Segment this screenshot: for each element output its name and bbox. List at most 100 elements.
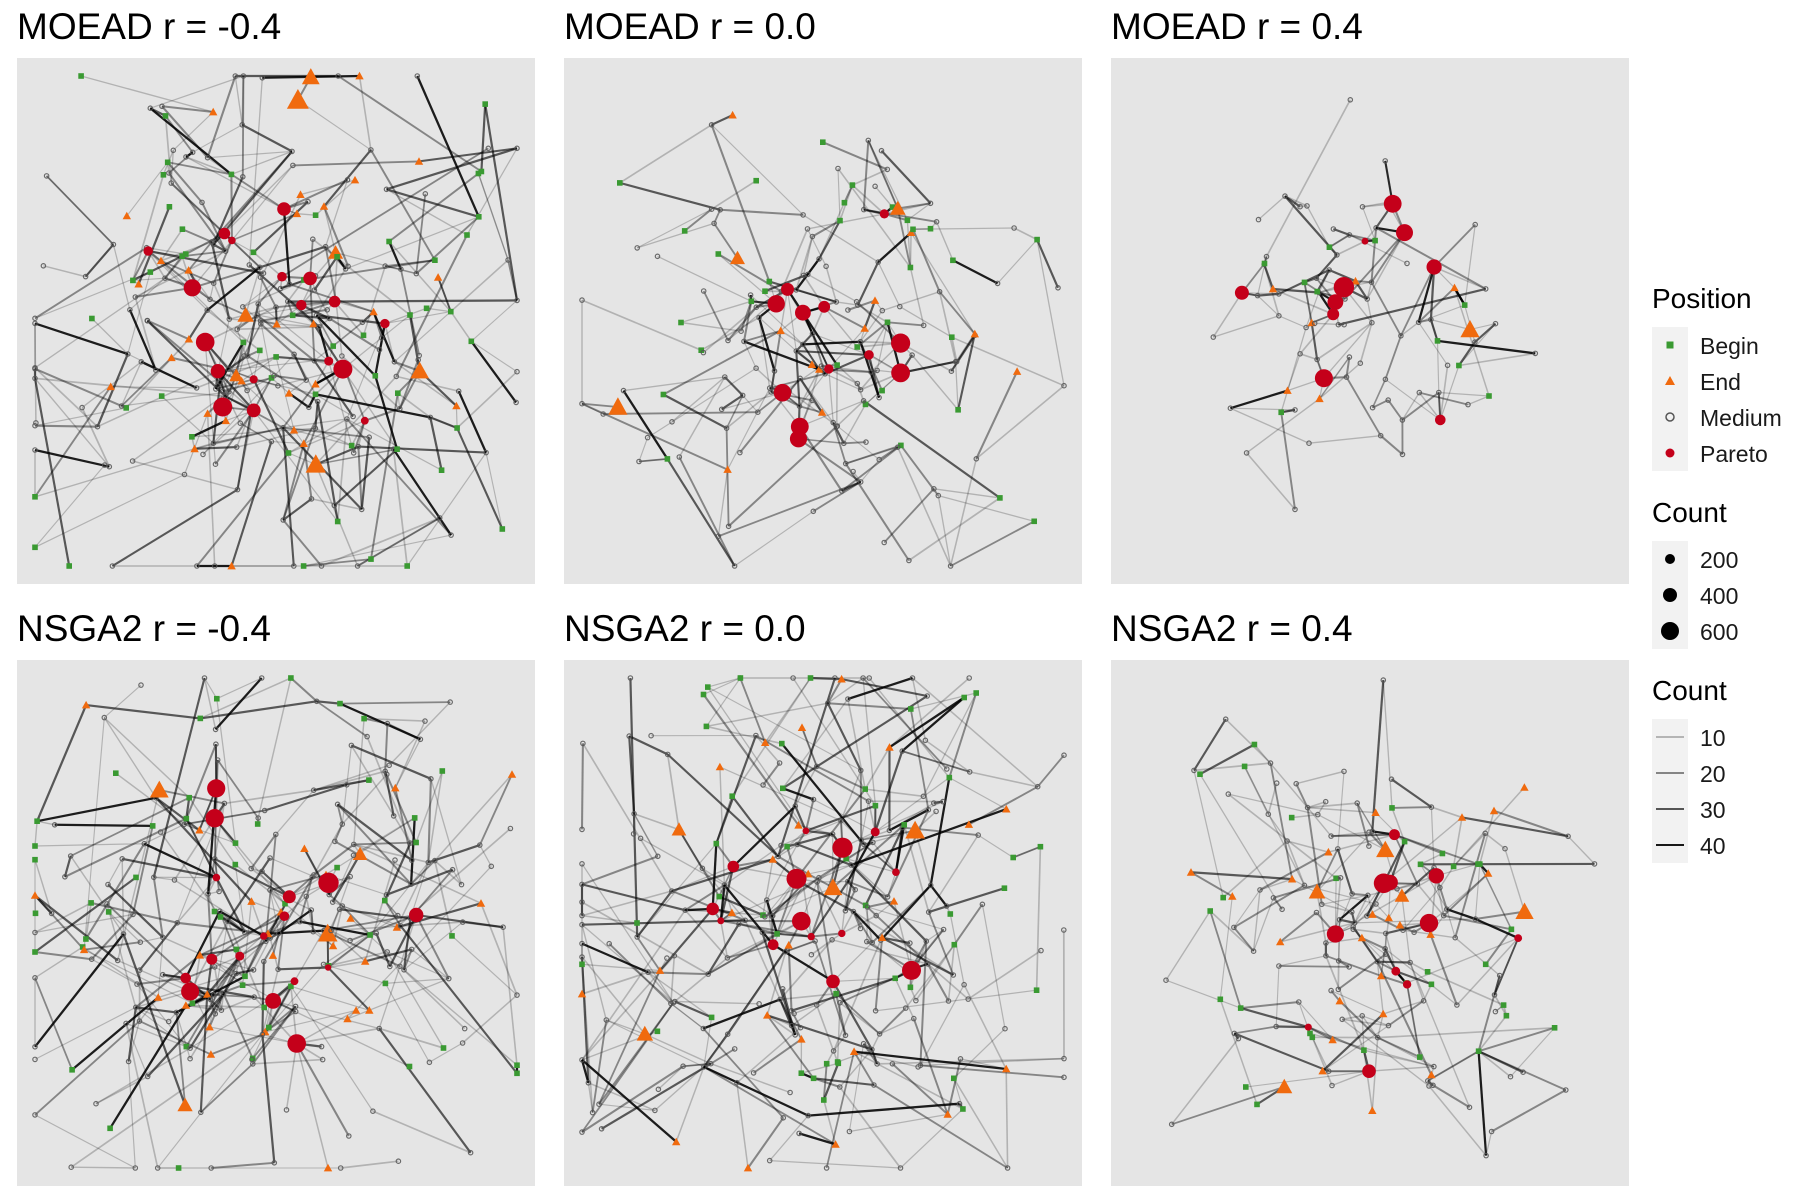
network-edge [229,306,277,320]
end-node [286,89,309,109]
medium-node [1335,958,1342,964]
end-node [849,1047,859,1055]
network-edge [937,495,952,567]
network-edge [777,932,812,938]
medium-node [305,198,311,205]
network-edge [396,862,430,928]
network-edge [1416,883,1445,917]
network-edge [296,1027,380,1045]
medium-node [913,997,919,1004]
size-dot-icon [1652,577,1688,613]
network-edge [1467,395,1490,406]
network-edge [213,966,223,1011]
begin-node [907,264,914,271]
network-edge [109,1004,187,1129]
begin-node [1389,805,1395,811]
network-edge [928,887,1005,914]
network-edge [216,698,237,844]
medium-node [370,1108,376,1115]
network-edge [938,291,976,335]
medium-node [125,1058,132,1065]
medium-node [426,1059,433,1066]
network-edge [879,1017,915,1035]
medium-node [127,307,133,313]
network-edge [632,813,635,834]
network-edge [1431,806,1463,819]
network-edge [211,958,244,986]
network-edge [437,276,452,312]
network-edge [456,371,518,429]
medium-node [1265,811,1272,818]
network-edge [1380,434,1404,456]
network-edge [1391,806,1432,809]
medium-circle-icon [1652,399,1688,435]
medium-node [832,675,838,681]
network-edge [262,194,302,274]
medium-node [756,1000,762,1007]
network-edge [241,356,277,382]
network-edge [863,829,916,845]
network-edge [1478,1026,1555,1053]
network-edge [1436,340,1440,393]
network-edge [290,986,298,1044]
medium-node [255,301,262,307]
end-node [299,439,308,447]
network-edge [801,727,818,767]
medium-node [337,1165,344,1171]
network-edge [384,307,427,325]
medium-node [731,563,738,569]
begin-node [183,251,189,257]
end-node [1368,910,1377,918]
network-edge [1005,1068,1009,1169]
network-edge [731,795,780,858]
medium-node [1273,1023,1280,1030]
medium-node [1437,884,1443,891]
pareto-node [296,299,307,311]
network-edge [1371,378,1387,409]
network-edge [33,378,71,567]
network-edge [1193,770,1224,898]
end-node [860,324,869,332]
network-edge [305,896,315,932]
network-edge [1298,1001,1334,1041]
begin-node [107,1125,113,1132]
network-edge [957,333,976,411]
medium-node [382,263,389,269]
begin-node [413,839,419,846]
legend-title: Position [1652,283,1752,314]
network-edge [155,797,253,903]
network-edge [34,367,99,428]
network-edge [935,221,954,261]
network-edge [1252,889,1261,952]
medium-node [866,675,873,681]
network-edge [1280,922,1355,943]
medium-node [1366,843,1372,849]
network-edge [502,927,518,1066]
network-edge [671,376,726,423]
network-edge [451,935,518,996]
medium-node [1369,404,1376,411]
end-triangle-icon [1652,363,1688,399]
network-edge [736,1027,801,1084]
end-node [300,844,309,852]
begin-node [289,312,296,319]
network-edge [34,448,195,498]
end-node [1351,276,1360,285]
pareto-node [206,953,218,965]
network-edge [121,857,217,879]
medium-node [160,971,166,978]
network-edge [1453,832,1486,867]
network-edge [622,389,669,460]
network-edge [580,956,590,1083]
network-edge [680,300,752,324]
network-edge [1430,807,1435,868]
network-edge [874,777,950,833]
network-edge [855,301,902,344]
network-edge [215,378,254,390]
network-edge [212,240,233,284]
network-edge [296,1009,357,1045]
medium-node [838,817,844,824]
network-edge [103,717,190,799]
network-edge [206,75,237,159]
